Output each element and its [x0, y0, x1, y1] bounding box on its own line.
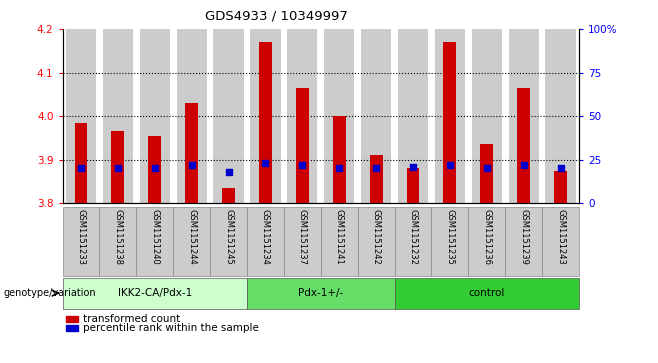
- Text: genotype/variation: genotype/variation: [3, 288, 96, 298]
- Bar: [358, 207, 395, 276]
- Text: GSM1151244: GSM1151244: [187, 209, 196, 265]
- Bar: [509, 29, 539, 203]
- Bar: [443, 42, 457, 203]
- Text: GSM1151234: GSM1151234: [261, 209, 270, 265]
- Bar: [111, 131, 124, 203]
- Point: [334, 166, 345, 171]
- Text: GSM1151242: GSM1151242: [372, 209, 380, 265]
- Text: GSM1151238: GSM1151238: [113, 209, 122, 265]
- Bar: [247, 207, 284, 276]
- Point: [482, 166, 492, 171]
- Bar: [395, 207, 432, 276]
- Bar: [324, 29, 355, 203]
- Bar: [176, 29, 207, 203]
- Bar: [480, 144, 494, 203]
- Text: GSM1151239: GSM1151239: [519, 209, 528, 265]
- Bar: [542, 207, 579, 276]
- Point: [186, 162, 197, 168]
- Bar: [287, 29, 317, 203]
- Text: GSM1151233: GSM1151233: [76, 209, 86, 265]
- Bar: [210, 207, 247, 276]
- Text: GDS4933 / 10349997: GDS4933 / 10349997: [205, 9, 348, 22]
- Text: GSM1151243: GSM1151243: [556, 209, 565, 265]
- Bar: [296, 88, 309, 203]
- Bar: [173, 207, 210, 276]
- Point: [555, 166, 566, 171]
- Text: GSM1151245: GSM1151245: [224, 209, 233, 265]
- Bar: [136, 207, 173, 276]
- Point: [223, 169, 234, 175]
- Bar: [139, 29, 170, 203]
- Bar: [222, 188, 235, 203]
- Text: IKK2-CA/Pdx-1: IKK2-CA/Pdx-1: [118, 288, 192, 298]
- Bar: [247, 278, 395, 309]
- Bar: [213, 29, 243, 203]
- Bar: [148, 136, 161, 203]
- Bar: [395, 278, 579, 309]
- Bar: [99, 207, 136, 276]
- Bar: [361, 29, 392, 203]
- Text: GSM1151232: GSM1151232: [409, 209, 418, 265]
- Text: GSM1151241: GSM1151241: [335, 209, 343, 265]
- Bar: [407, 168, 419, 203]
- Text: percentile rank within the sample: percentile rank within the sample: [83, 323, 259, 333]
- Bar: [370, 155, 382, 203]
- Bar: [517, 88, 530, 203]
- Bar: [63, 207, 99, 276]
- Bar: [398, 29, 428, 203]
- Bar: [554, 171, 567, 203]
- Bar: [435, 29, 465, 203]
- Bar: [185, 103, 198, 203]
- Bar: [250, 29, 280, 203]
- Point: [297, 162, 307, 168]
- Bar: [472, 29, 502, 203]
- Point: [113, 166, 123, 171]
- Bar: [259, 42, 272, 203]
- Bar: [74, 123, 88, 203]
- Bar: [505, 207, 542, 276]
- Bar: [545, 29, 576, 203]
- Bar: [284, 207, 321, 276]
- Bar: [432, 207, 468, 276]
- Point: [519, 162, 529, 168]
- Text: GSM1151240: GSM1151240: [150, 209, 159, 265]
- Bar: [321, 207, 358, 276]
- Point: [76, 166, 86, 171]
- Bar: [63, 278, 247, 309]
- Text: GSM1151237: GSM1151237: [298, 209, 307, 265]
- Point: [445, 162, 455, 168]
- Bar: [103, 29, 133, 203]
- Bar: [66, 29, 96, 203]
- Point: [408, 164, 418, 170]
- Point: [371, 166, 382, 171]
- Text: control: control: [468, 288, 505, 298]
- Text: transformed count: transformed count: [83, 314, 180, 324]
- Bar: [468, 207, 505, 276]
- Text: Pdx-1+/-: Pdx-1+/-: [298, 288, 343, 298]
- Text: GSM1151236: GSM1151236: [482, 209, 492, 265]
- Point: [260, 160, 270, 166]
- Text: GSM1151235: GSM1151235: [445, 209, 455, 265]
- Point: [149, 166, 160, 171]
- Bar: [333, 116, 345, 203]
